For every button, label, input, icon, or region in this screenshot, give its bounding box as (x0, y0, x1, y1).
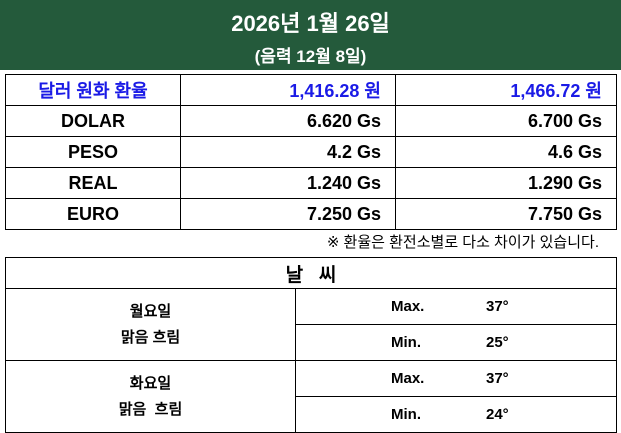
rate-cell: 4.2 Gs (180, 136, 396, 168)
exchange-row: EURO 7.250 Gs 7.750 Gs (5, 198, 617, 230)
temp-cell: Max. 37° (294, 360, 618, 397)
note: ※ 환율은 환전소별로 다소 차이가 있습니다. (326, 234, 599, 251)
header: 2026년 1월 26일 (음력 12월 8일) (0, 0, 621, 70)
weather-title: 날 씨 (4, 257, 618, 289)
currency-cell: REAL (5, 167, 181, 199)
exchange-row: 달러 원화 환율 1,416.28 원 1,466.72 원 (5, 74, 617, 106)
rate-cell: 7.750 Gs (395, 198, 617, 230)
condition: 맑음 흐림 (118, 400, 183, 418)
weather-table: 날 씨 월요일 맑음 흐림 Max. 37° Min. 25° 화요일 맑음 흐림 Max. 37… (4, 257, 618, 433)
exchange-row: PESO 4.2 Gs 4.6 Gs (5, 136, 617, 168)
temp-value: 37° (486, 370, 509, 387)
temp-cell: Max. 37° (294, 288, 618, 325)
currency-cell: PESO (5, 136, 181, 168)
exchange-row: DOLAR 6.620 Gs 6.700 Gs (5, 105, 617, 137)
rate-cell: 1,466.72 원 (395, 74, 617, 106)
exchange-table: 달러 원화 환율 1,416.28 원 1,466.72 원 DOLAR 6.620 G… (5, 74, 617, 230)
temp-label: Min. (391, 406, 421, 423)
rate-cell: 7.250 Gs (180, 198, 396, 230)
title: 2026년 1월 26일 (231, 11, 390, 36)
temp-value: 25° (486, 334, 509, 351)
rate-cell: 6.620 Gs (180, 105, 396, 137)
rate-cell: 1.240 Gs (180, 167, 396, 199)
temp-value: 24° (486, 406, 509, 423)
exchange-row: REAL 1.240 Gs 1.290 Gs (5, 167, 617, 199)
temp-label: Max. (391, 298, 425, 315)
subtitle: (음력 12월 8일) (254, 47, 367, 66)
temp-label: Max. (391, 370, 425, 387)
day: 월요일 (129, 302, 172, 320)
day: 화요일 (129, 374, 172, 392)
currency-cell: DOLAR (5, 105, 181, 137)
condition: 맑음 흐림 (120, 328, 181, 346)
weather-row: Min. 24° (6, 396, 618, 433)
rate-cell: 4.6 Gs (395, 136, 617, 168)
temp-label: Min. (391, 334, 421, 351)
rate-cell: 1,416.28 원 (180, 74, 396, 106)
currency-cell: EURO (5, 198, 181, 230)
currency-cell: 달러 원화 환율 (5, 74, 181, 106)
rate-cell: 6.700 Gs (395, 105, 617, 137)
weather-row: Min. 25° (6, 324, 618, 361)
temp-cell: Min. 24° (294, 396, 618, 433)
temp-cell: Min. 25° (294, 324, 618, 361)
temp-value: 37° (486, 298, 509, 315)
rate-cell: 1.290 Gs (395, 167, 617, 199)
